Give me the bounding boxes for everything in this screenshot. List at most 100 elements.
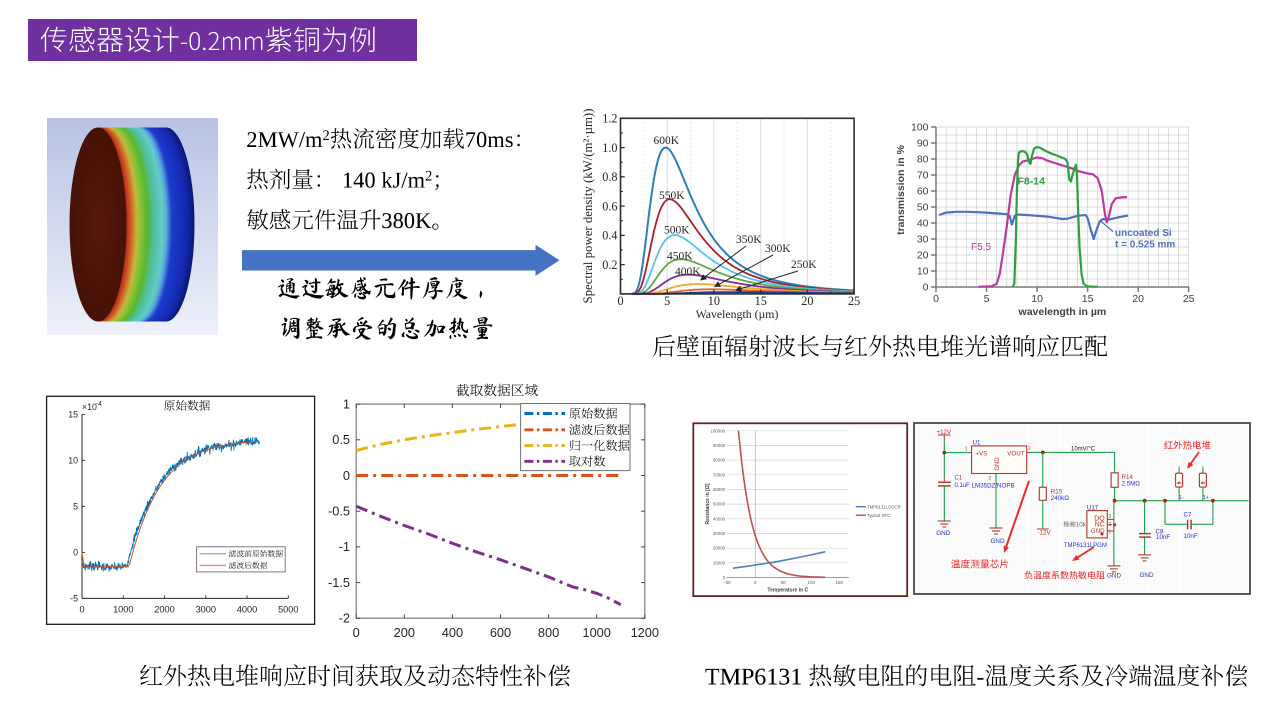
svg-text:+12V: +12V [937,429,952,436]
svg-text:30000: 30000 [713,531,726,536]
svg-text:50000: 50000 [713,502,726,507]
svg-text:450K: 450K [667,251,693,263]
svg-text:10nF: 10nF [1156,534,1170,541]
svg-text:U17: U17 [1087,505,1099,512]
svg-text:100000: 100000 [711,428,726,433]
svg-text:40000: 40000 [713,516,726,521]
svg-text:GND: GND [936,530,950,537]
svg-text:1-: 1- [1179,495,1184,501]
svg-text:+VS: +VS [976,451,988,458]
svg-text:0: 0 [343,468,350,483]
svg-text:TMP6131LODCR: TMP6131LODCR [867,504,901,509]
svg-text:50: 50 [917,202,929,214]
svg-text:400K: 400K [675,266,701,278]
svg-text:0: 0 [617,294,623,308]
svg-text:10000: 10000 [713,560,726,565]
svg-text:20: 20 [1132,293,1144,305]
svg-text:VOUT: VOUT [1007,451,1024,458]
svg-text:0.8: 0.8 [602,170,617,184]
svg-text:10: 10 [708,294,720,308]
svg-text:0.4: 0.4 [602,229,617,243]
svg-text:Spectral power density (kW/(m²: Spectral power density (kW/(m²·µm)) [581,109,595,304]
svg-text:-12V: -12V [1038,529,1052,536]
svg-text:5: 5 [664,294,670,308]
svg-text:R15: R15 [1051,489,1063,496]
svg-text:0: 0 [933,293,939,305]
svg-text:80: 80 [917,154,929,166]
svg-text:2000: 2000 [154,605,174,615]
svg-text:F5.5: F5.5 [971,242,991,253]
svg-text:5: 5 [984,293,990,305]
svg-text:0: 0 [723,575,726,580]
svg-text:250K: 250K [791,259,817,271]
svg-text:20: 20 [917,250,929,262]
svg-text:GND: GND [995,457,1001,471]
svg-text:15: 15 [1082,293,1094,305]
svg-text:U1: U1 [973,440,981,447]
svg-text:5000: 5000 [278,605,298,615]
svg-text:0: 0 [353,625,360,640]
svg-text:uncoated Si: uncoated Si [1115,228,1172,239]
svg-text:0: 0 [79,605,84,615]
svg-text:350K: 350K [736,234,762,246]
svg-text:Resistance in [Ω]: Resistance in [Ω] [705,483,711,524]
svg-text:3000: 3000 [196,605,216,615]
svg-text:1: 1 [343,396,350,411]
svg-text:2.5MΩ: 2.5MΩ [1122,480,1141,487]
svg-text:10: 10 [68,456,78,466]
svg-text:1000: 1000 [113,605,133,615]
svg-text:1+: 1+ [1203,495,1209,501]
svg-text:15: 15 [68,410,78,420]
svg-text:0: 0 [923,282,929,294]
svg-text:30: 30 [917,234,929,246]
svg-text:GND: GND [1140,572,1154,579]
svg-text:C7: C7 [1184,512,1192,519]
svg-text:10: 10 [1031,293,1043,305]
svg-text:F8-14: F8-14 [1018,176,1046,188]
svg-text:300K: 300K [765,243,791,255]
svg-text:TMP6131LPGM: TMP6131LPGM [1064,543,1107,549]
svg-text:10: 10 [917,266,929,278]
svg-text:Wavelength (µm): Wavelength (µm) [696,307,779,321]
svg-text:Typical NTC: Typical NTC [867,513,890,518]
svg-text:500K: 500K [664,225,690,237]
svg-text:1.0: 1.0 [602,141,617,155]
svg-text:200: 200 [394,625,415,640]
svg-text:NC: NC [1095,522,1105,529]
svg-text:0: 0 [73,548,78,558]
svg-text:C1: C1 [955,476,963,482]
svg-text:1200: 1200 [631,625,659,640]
svg-text:4000: 4000 [237,605,257,615]
svg-text:transmission in %: transmission in % [895,144,907,235]
svg-text:-1.5: -1.5 [328,575,350,590]
svg-text:-5: -5 [70,594,78,604]
svg-text:-4: -4 [96,401,102,408]
svg-text:3: 3 [1108,514,1111,520]
svg-text:1: 1 [1108,529,1111,535]
svg-text:0.5: 0.5 [332,432,350,447]
svg-text:GND: GND [1091,528,1105,535]
svg-text:0: 0 [754,580,757,585]
svg-text:240kΩ: 240kΩ [1051,495,1069,502]
svg-text:70000: 70000 [713,472,726,477]
svg-text:-2: -2 [339,611,350,626]
svg-text:550K: 550K [659,190,685,202]
svg-text:3: 3 [988,476,991,482]
svg-text:DQ: DQ [1094,515,1105,522]
svg-text:150: 150 [836,580,844,585]
svg-text:1: 1 [965,447,968,453]
svg-text:25: 25 [848,294,860,308]
svg-text:70: 70 [917,170,929,182]
svg-text:5: 5 [73,502,78,512]
svg-text:-1: -1 [339,539,350,554]
svg-text:20: 20 [801,294,813,308]
svg-text:C8: C8 [1156,529,1164,536]
svg-text:Temperature in C: Temperature in C [767,587,808,593]
svg-text:0.2: 0.2 [602,258,617,272]
svg-text:60000: 60000 [713,487,726,492]
svg-text:40: 40 [917,218,929,230]
svg-text:×10: ×10 [82,402,97,412]
svg-text:t = 0.525 mm: t = 0.525 mm [1115,240,1175,251]
svg-text:600K: 600K [654,135,680,147]
svg-text:60: 60 [917,186,929,198]
